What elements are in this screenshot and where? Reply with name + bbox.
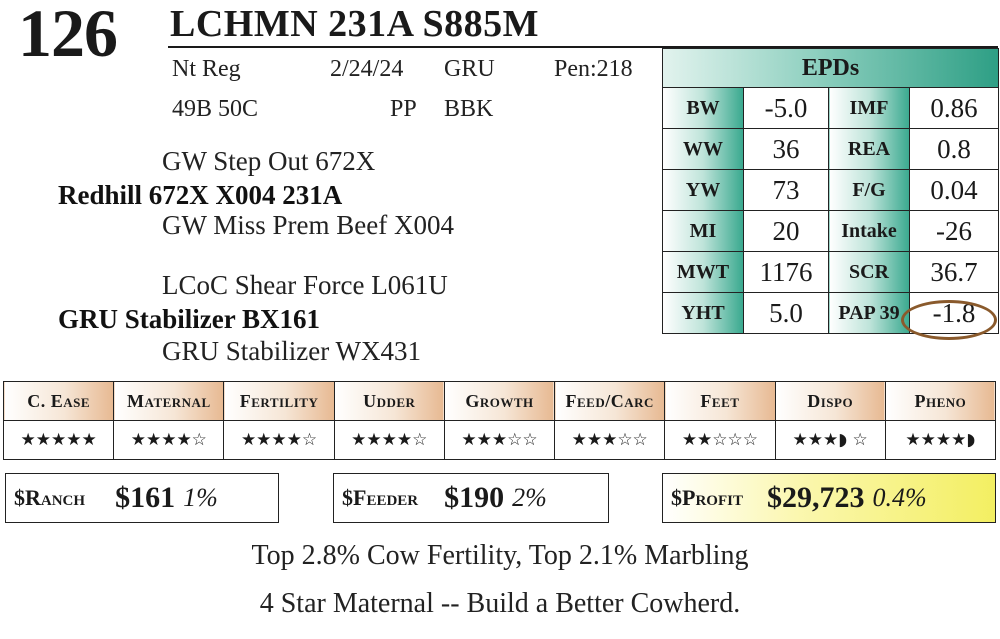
rating-category: Fertility bbox=[223, 381, 335, 421]
rating-stars: ★★☆☆☆ bbox=[664, 420, 776, 460]
rating-stars: ★★★★★ bbox=[2, 420, 115, 460]
epd-label: WW bbox=[663, 128, 744, 170]
rating-category: Feed/Carc bbox=[554, 381, 666, 421]
epd-label: SCR bbox=[828, 251, 910, 293]
rating-stars: ★★★★☆ bbox=[333, 420, 445, 460]
epd-label: F/G bbox=[828, 169, 910, 211]
epd-title: EPDs bbox=[663, 49, 998, 88]
sire: Redhill 672X X004 231A bbox=[58, 180, 343, 210]
epd-row: MI 20 Intake -26 bbox=[663, 210, 998, 252]
ratings-table: C. Ease Maternal Fertility Udder Growth Feed/… bbox=[2, 381, 997, 460]
rating-stars: ★★★☆☆ bbox=[554, 420, 666, 460]
rating-category: Udder bbox=[333, 381, 445, 421]
profit-pct: 0.4% bbox=[872, 483, 927, 512]
breeder-code: GRU bbox=[444, 56, 495, 82]
epd-value: 0.86 bbox=[909, 88, 998, 129]
epd-value: 20 bbox=[743, 210, 829, 252]
rating-stars: ★★★☆☆ bbox=[443, 420, 556, 460]
epd-row: WW 36 REA 0.8 bbox=[663, 128, 998, 170]
dam: GRU Stabilizer BX161 bbox=[58, 304, 320, 334]
epd-label: BW bbox=[663, 88, 744, 129]
epd-label: REA bbox=[828, 128, 910, 170]
profit-label: $Profit bbox=[671, 485, 743, 510]
highlight-circle bbox=[901, 300, 997, 340]
epd-value: 1176 bbox=[743, 251, 829, 293]
epd-value: 0.04 bbox=[909, 169, 998, 211]
epd-table: EPDs BW -5.0 IMF 0.86 WW 36 REA 0.8 YW 73 F/G 0.04 M… bbox=[662, 48, 999, 334]
rating-category: Growth bbox=[443, 381, 556, 421]
epd-row: YHT 5.0 PAP 39 -1.8 bbox=[663, 292, 998, 333]
footer-line-2: 4 Star Maternal -- Build a Better Cowher… bbox=[259, 588, 741, 619]
ranch-value: $161 bbox=[115, 481, 176, 514]
epd-label: PAP 39 bbox=[828, 292, 910, 333]
epd-value: 5.0 bbox=[743, 292, 829, 333]
feeder-index-box: $Feeder $190 2% bbox=[333, 473, 609, 523]
rating-category: Maternal bbox=[113, 381, 225, 421]
epd-value: 36 bbox=[743, 128, 829, 170]
epd-label: YHT bbox=[663, 292, 744, 333]
epd-label: Intake bbox=[828, 210, 910, 252]
profit-value: $29,723 bbox=[766, 481, 865, 514]
profit-index-box: $Profit $29,723 0.4% bbox=[662, 473, 996, 523]
ranch-pct: 1% bbox=[183, 483, 218, 512]
feeder-label: $Feeder bbox=[342, 485, 419, 510]
registry: Nt Reg bbox=[172, 56, 241, 82]
rating-category: Pheno bbox=[884, 381, 997, 421]
footer-line-1: Top 2.8% Cow Fertility, Top 2.1% Marblin… bbox=[251, 540, 749, 571]
sire-sire: GW Step Out 672X bbox=[162, 146, 376, 176]
dam-sire: LCoC Shear Force L061U bbox=[162, 270, 448, 300]
markings: 49B 50C bbox=[172, 96, 259, 122]
ranch-index-box: $Ranch $161 1% bbox=[5, 473, 279, 523]
epd-row: BW -5.0 IMF 0.86 bbox=[663, 88, 998, 129]
rating-stars: ★★★★☆ bbox=[113, 420, 225, 460]
dam-dam: GRU Stabilizer WX431 bbox=[162, 336, 421, 366]
sire-dam: GW Miss Prem Beef X004 bbox=[162, 210, 454, 240]
rating-category: C. Ease bbox=[2, 381, 115, 421]
rating-category: Dispo bbox=[774, 381, 886, 421]
epd-value: 36.7 bbox=[909, 251, 998, 293]
epd-label: IMF bbox=[828, 88, 910, 129]
epd-value: -26 bbox=[909, 210, 998, 252]
rating-stars: ★★★★☆ bbox=[223, 420, 335, 460]
epd-label: YW bbox=[663, 169, 744, 211]
rating-category: Feet bbox=[664, 381, 776, 421]
pen-number: Pen:218 bbox=[554, 56, 633, 82]
epd-row: MWT 1176 SCR 36.7 bbox=[663, 251, 998, 293]
lot-number: 126 bbox=[18, 0, 118, 71]
epd-value: -5.0 bbox=[743, 88, 829, 129]
rating-stars: ★★★★◗ bbox=[884, 420, 997, 460]
feeder-value: $190 bbox=[444, 481, 505, 514]
epd-value: 73 bbox=[743, 169, 829, 211]
epd-label: MI bbox=[663, 210, 744, 252]
ranch-label: $Ranch bbox=[14, 485, 86, 510]
color-code: BBK bbox=[444, 96, 494, 122]
feeder-pct: 2% bbox=[512, 483, 547, 512]
animal-name: LCHMN 231A S885M bbox=[170, 3, 539, 45]
polled-status: PP bbox=[390, 96, 417, 122]
rating-stars: ★★★◗ ☆ bbox=[774, 420, 886, 460]
epd-row: YW 73 F/G 0.04 bbox=[663, 169, 998, 211]
epd-value: 0.8 bbox=[909, 128, 998, 170]
header-divider bbox=[168, 46, 998, 48]
epd-label: MWT bbox=[663, 251, 744, 293]
birth-date: 2/24/24 bbox=[330, 56, 404, 82]
